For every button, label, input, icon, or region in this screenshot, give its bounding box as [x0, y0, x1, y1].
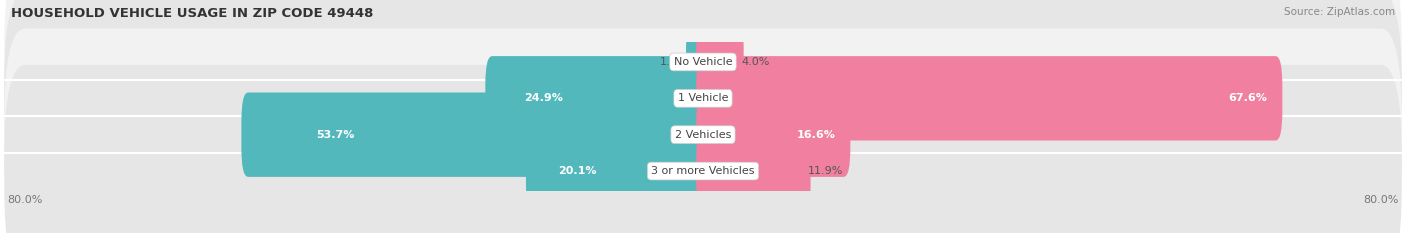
- Text: 24.9%: 24.9%: [524, 93, 562, 103]
- FancyBboxPatch shape: [4, 65, 1402, 233]
- FancyBboxPatch shape: [4, 0, 1402, 168]
- FancyBboxPatch shape: [696, 20, 744, 104]
- Text: 11.9%: 11.9%: [808, 166, 844, 176]
- Text: 3 or more Vehicles: 3 or more Vehicles: [651, 166, 755, 176]
- FancyBboxPatch shape: [696, 56, 1282, 140]
- FancyBboxPatch shape: [696, 93, 851, 177]
- FancyBboxPatch shape: [485, 56, 710, 140]
- Text: 53.7%: 53.7%: [316, 130, 354, 140]
- FancyBboxPatch shape: [4, 28, 1402, 233]
- Text: 16.6%: 16.6%: [796, 130, 835, 140]
- FancyBboxPatch shape: [686, 20, 710, 104]
- Text: Source: ZipAtlas.com: Source: ZipAtlas.com: [1284, 7, 1395, 17]
- Text: No Vehicle: No Vehicle: [673, 57, 733, 67]
- FancyBboxPatch shape: [242, 93, 710, 177]
- Text: 4.0%: 4.0%: [741, 57, 769, 67]
- Text: 67.6%: 67.6%: [1229, 93, 1267, 103]
- FancyBboxPatch shape: [696, 129, 811, 213]
- FancyBboxPatch shape: [526, 129, 710, 213]
- Text: 1 Vehicle: 1 Vehicle: [678, 93, 728, 103]
- Text: 20.1%: 20.1%: [558, 166, 596, 176]
- Text: 1.2%: 1.2%: [661, 57, 689, 67]
- Text: 2 Vehicles: 2 Vehicles: [675, 130, 731, 140]
- Text: HOUSEHOLD VEHICLE USAGE IN ZIP CODE 49448: HOUSEHOLD VEHICLE USAGE IN ZIP CODE 4944…: [11, 7, 374, 20]
- FancyBboxPatch shape: [4, 0, 1402, 205]
